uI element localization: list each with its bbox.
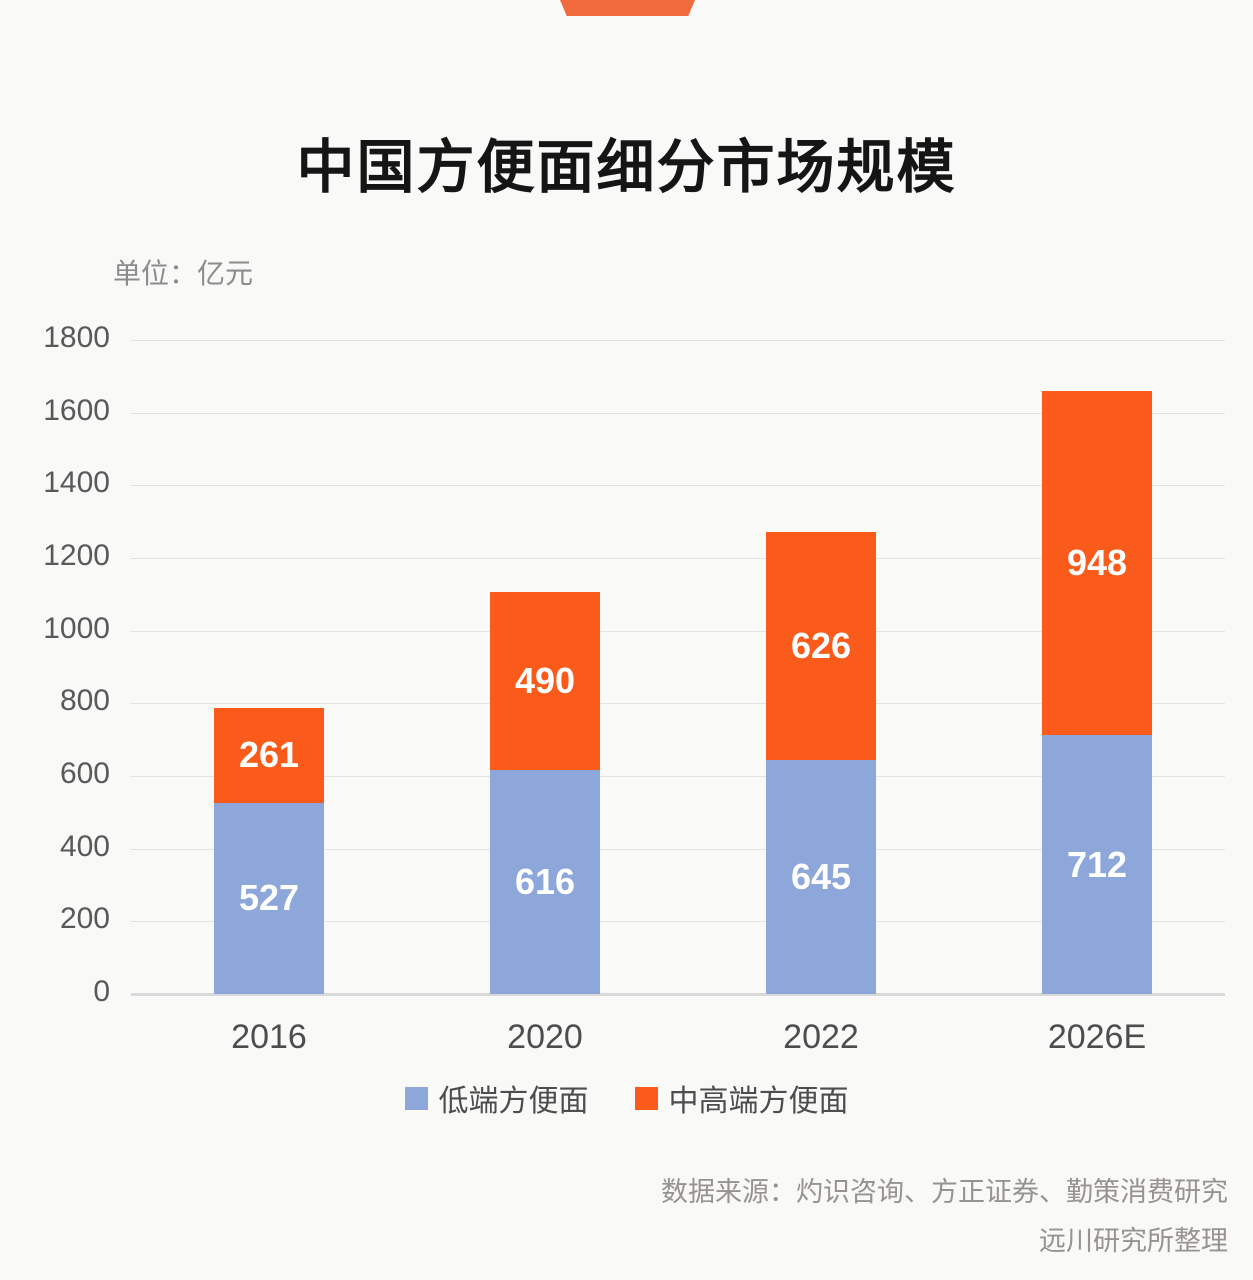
bar-2020-mid-high-end: 490 — [490, 592, 600, 771]
legend: 低端方便面 中高端方便面 — [0, 1076, 1253, 1120]
x-axis-label-2016: 2016 — [231, 1018, 307, 1056]
chart-title: 中国方便面细分市场规模 — [296, 135, 957, 200]
x-axis-label-2020: 2020 — [507, 1018, 583, 1056]
bar-2026E-mid-high-end: 948 — [1042, 390, 1152, 736]
gridline-0 — [131, 993, 1225, 996]
bar-value-label: 626 — [790, 624, 852, 666]
gridline-800 — [131, 703, 1225, 705]
legend-swatch-icon — [634, 1086, 658, 1110]
y-axis-tick-1600: 1600 — [43, 393, 110, 427]
gridline-1000 — [131, 630, 1225, 632]
source-line-1: 数据来源：灼识咨询、方正证券、勤策消费研究 — [661, 1177, 1228, 1207]
legend-item-low-end: 低端方便面 — [404, 1076, 589, 1120]
y-axis-tick-600: 600 — [59, 757, 110, 790]
gridline-1200 — [131, 558, 1225, 559]
bar-value-label: 645 — [790, 855, 852, 897]
legend-label: 中高端方便面 — [668, 1085, 849, 1118]
bar-value-label: 261 — [238, 734, 300, 776]
y-axis-tick-1200: 1200 — [43, 539, 110, 572]
x-axis-label-2026E: 2026E — [1047, 1018, 1147, 1056]
bar-2020-low-end: 616 — [490, 770, 600, 994]
bar-2016-mid-high-end: 261 — [214, 707, 324, 803]
gridline-200 — [131, 921, 1225, 923]
bar-value-label: 712 — [1066, 843, 1128, 885]
bar-value-label: 527 — [238, 877, 300, 919]
y-axis-tick-400: 400 — [59, 829, 110, 863]
bar-2022-low-end: 645 — [766, 759, 876, 994]
bar-2022-mid-high-end: 626 — [766, 532, 876, 760]
y-axis-tick-0: 0 — [93, 975, 110, 1008]
y-axis-tick-1800: 1800 — [43, 321, 110, 354]
gridline-1800 — [131, 340, 1225, 341]
bar-value-label: 490 — [514, 660, 576, 702]
bar-value-label: 948 — [1066, 542, 1128, 584]
bar-value-label: 616 — [514, 861, 576, 903]
bar-2026E-low-end: 712 — [1042, 735, 1152, 994]
unit-label: 单位：亿元 — [113, 258, 254, 289]
ribbon-logo-icon — [560, 0, 695, 16]
legend-swatch-icon — [404, 1086, 428, 1110]
bar-2016-low-end: 527 — [214, 802, 324, 994]
y-axis-tick-200: 200 — [59, 902, 110, 936]
gridline-400 — [131, 848, 1225, 850]
y-axis-tick-800: 800 — [59, 684, 110, 718]
x-axis-label-2022: 2022 — [783, 1018, 859, 1056]
legend-label: 低端方便面 — [438, 1085, 589, 1118]
y-axis-tick-1000: 1000 — [43, 611, 110, 645]
source-note: 数据来源：灼识咨询、方正证券、勤策消费研究 远川研究所整理 — [661, 1168, 1228, 1266]
legend-item-mid-high-end: 中高端方便面 — [634, 1076, 849, 1120]
y-axis-tick-1400: 1400 — [43, 466, 110, 500]
gridline-600 — [131, 776, 1225, 777]
gridline-1400 — [131, 485, 1225, 487]
source-line-2: 远川研究所整理 — [1039, 1226, 1228, 1256]
gridline-1600 — [131, 412, 1225, 414]
